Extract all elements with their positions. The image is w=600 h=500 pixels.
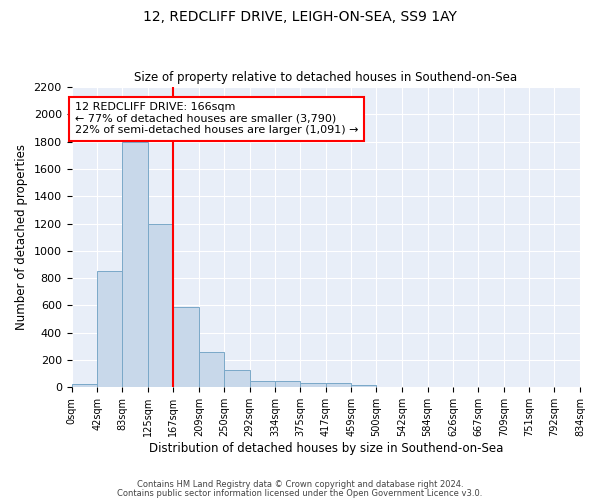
Text: Contains HM Land Registry data © Crown copyright and database right 2024.: Contains HM Land Registry data © Crown c…	[137, 480, 463, 489]
Bar	[326, 384, 352, 388]
Bar	[224, 370, 250, 388]
Bar	[199, 352, 224, 388]
Title: Size of property relative to detached houses in Southend-on-Sea: Size of property relative to detached ho…	[134, 72, 517, 85]
Bar	[300, 382, 326, 388]
Bar	[275, 381, 300, 388]
Y-axis label: Number of detached properties: Number of detached properties	[15, 144, 28, 330]
Bar	[71, 384, 97, 388]
Bar	[122, 142, 148, 388]
Bar	[173, 307, 199, 388]
Bar	[352, 386, 376, 388]
Text: Contains public sector information licensed under the Open Government Licence v3: Contains public sector information licen…	[118, 490, 482, 498]
X-axis label: Distribution of detached houses by size in Southend-on-Sea: Distribution of detached houses by size …	[149, 442, 503, 455]
Bar	[250, 380, 275, 388]
Bar	[148, 224, 173, 388]
Bar	[97, 272, 122, 388]
Text: 12, REDCLIFF DRIVE, LEIGH-ON-SEA, SS9 1AY: 12, REDCLIFF DRIVE, LEIGH-ON-SEA, SS9 1A…	[143, 10, 457, 24]
Text: 12 REDCLIFF DRIVE: 166sqm
← 77% of detached houses are smaller (3,790)
22% of se: 12 REDCLIFF DRIVE: 166sqm ← 77% of detac…	[74, 102, 358, 136]
